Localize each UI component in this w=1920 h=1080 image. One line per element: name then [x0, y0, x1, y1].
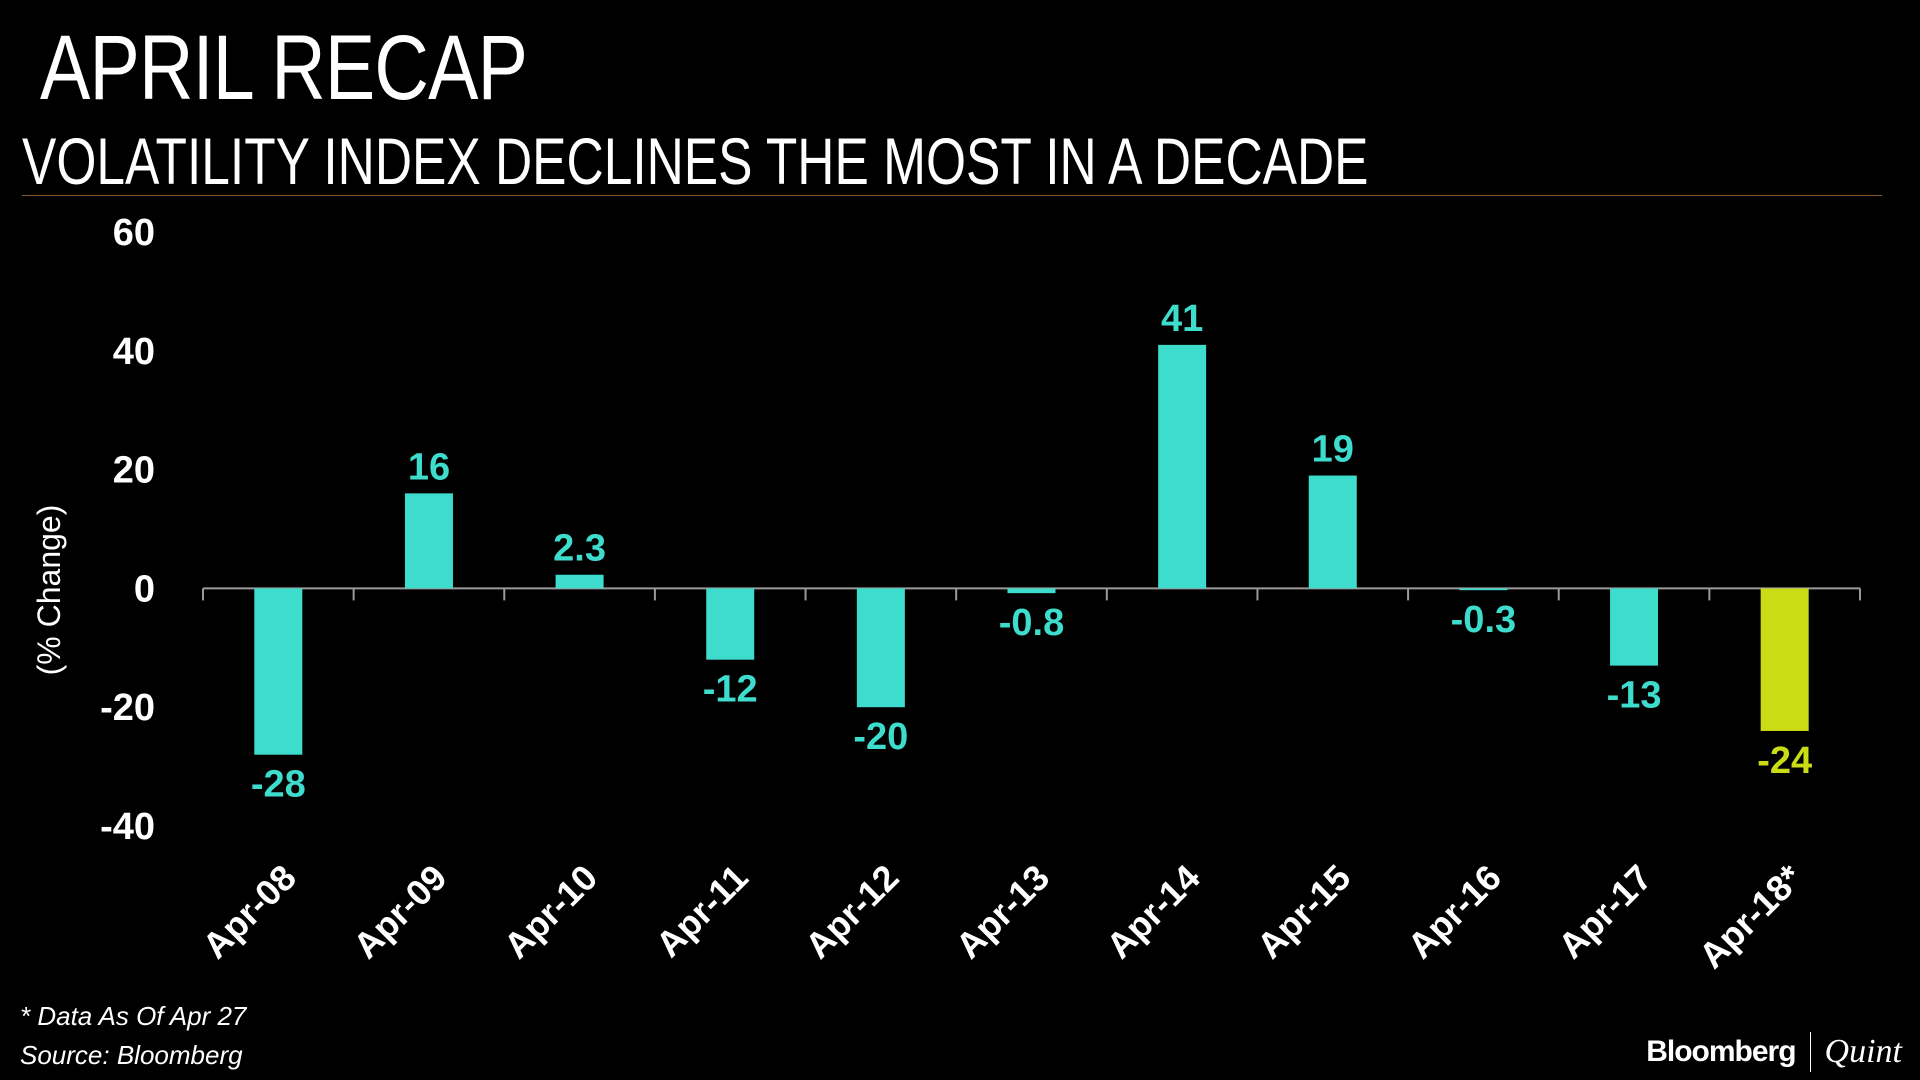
data-label: -28: [251, 764, 306, 806]
data-label: -12: [703, 669, 758, 711]
bar-apr-08: [254, 588, 303, 755]
brand-logo: Bloomberg Quint: [1646, 1032, 1902, 1072]
y-axis: -40 -20 0 20 40 60: [100, 212, 155, 848]
bar-apr-09: [404, 493, 453, 589]
y-tick-label: 0: [134, 568, 155, 610]
x-tick-label: Apr-16: [1399, 857, 1509, 967]
title-divider: [22, 195, 1882, 196]
data-label: 41: [1161, 298, 1203, 340]
bar-apr-12: [856, 588, 905, 708]
x-tick-label: Apr-18*: [1691, 857, 1811, 977]
bar-apr-16: [1459, 588, 1508, 591]
y-axis-label: (% Change): [31, 505, 67, 676]
y-tick-label: 40: [113, 331, 155, 373]
bar-apr-10: [555, 574, 604, 589]
bar-apr-18: [1760, 588, 1809, 731]
data-labels: -28 16 2.3 -12 -20 -0.8 41 19 -0.3 -13 -24: [251, 298, 1812, 806]
bars: [254, 344, 1809, 755]
data-label: -13: [1607, 675, 1662, 717]
footnote: * Data As Of Apr 27: [20, 1001, 247, 1031]
data-label: -0.8: [999, 602, 1064, 644]
bloomberg-wordmark: Bloomberg: [1646, 1035, 1796, 1068]
data-label: -0.3: [1451, 599, 1516, 641]
x-tick-label: Apr-14: [1098, 857, 1208, 967]
data-label: 16: [408, 446, 450, 488]
quint-wordmark: Quint: [1824, 1033, 1902, 1070]
x-tick-label: Apr-09: [345, 857, 455, 967]
chart-subtitle: VOLATILITY INDEX DECLINES THE MOST IN A …: [22, 124, 1369, 198]
x-tick-label: Apr-10: [496, 857, 606, 967]
brand-divider: [1809, 1032, 1811, 1072]
x-tick-label: Apr-12: [797, 857, 907, 967]
x-tick-label: Apr-13: [948, 857, 1058, 967]
bar-chart: -40 -20 0 20 40 60 Apr-08 Apr-09 Apr-10 Apr-11 Ap…: [31, 212, 1861, 977]
x-tick-label: Apr-15: [1249, 857, 1359, 967]
chart-title: APRIL RECAP: [40, 17, 528, 119]
bar-apr-14: [1158, 344, 1207, 589]
source-note: Source: Bloomberg: [20, 1040, 243, 1070]
x-tick-label: Apr-17: [1550, 857, 1660, 967]
x-tick-label: Apr-11: [648, 857, 756, 965]
bar-apr-13: [1007, 588, 1056, 594]
data-label: -24: [1757, 740, 1812, 782]
bar-apr-15: [1308, 475, 1357, 589]
bar-apr-11: [706, 588, 755, 660]
x-tick-label: Apr-08: [194, 857, 304, 967]
y-tick-label: 60: [113, 212, 155, 254]
bar-apr-17: [1610, 588, 1659, 666]
data-label: -20: [853, 716, 908, 758]
data-label: 19: [1312, 429, 1354, 471]
data-label: 2.3: [553, 528, 606, 570]
y-tick-label: -40: [100, 806, 155, 848]
y-tick-label: -20: [100, 687, 155, 729]
y-tick-label: 20: [113, 450, 155, 492]
